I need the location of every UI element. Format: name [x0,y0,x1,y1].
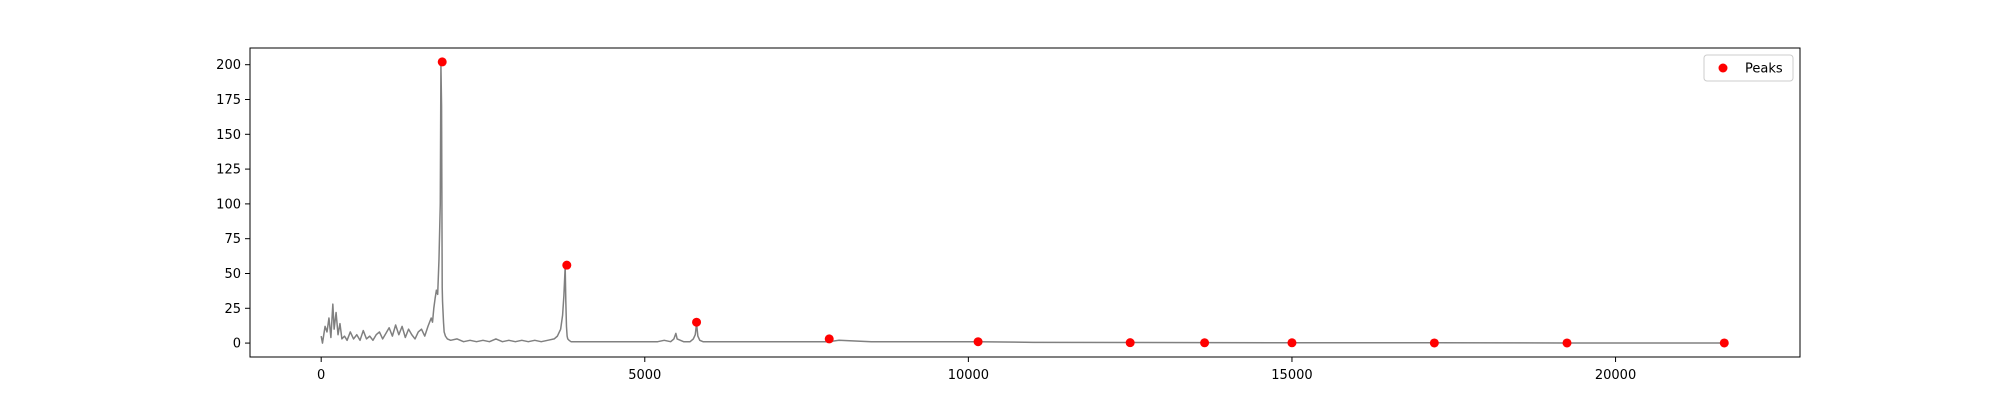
peak-marker [1719,338,1729,348]
x-tick-label: 0 [317,368,325,383]
y-tick-label: 200 [216,58,241,73]
y-axis-ticks: 0 25 50 75 100 125 150 175 200 [216,58,250,352]
y-tick-label: 175 [216,93,241,108]
peak-marker [437,57,447,67]
peak-marker [1125,338,1135,348]
y-tick-label: 0 [233,337,241,352]
legend: Peaks [1703,54,1794,82]
legend-box [1703,54,1794,82]
x-tick-label: 10000 [948,368,989,383]
y-tick-label: 100 [216,197,241,212]
y-tick-label: 25 [224,302,241,317]
x-axis-ticks: 0 5000 10000 15000 20000 [317,357,1636,383]
signal-line [320,63,1725,344]
peak-marker [824,334,834,344]
legend-label-peaks: Peaks [1745,62,1783,77]
plot-area [320,57,1729,348]
legend-marker-peaks [1718,63,1728,73]
x-tick-label: 20000 [1595,368,1636,383]
peak-marker [1200,338,1210,348]
peak-marker [692,317,702,327]
y-tick-label: 75 [224,232,241,247]
y-tick-label: 125 [216,163,241,178]
y-tick-label: 50 [224,267,241,282]
x-tick-label: 15000 [1271,368,1312,383]
y-tick-label: 150 [216,128,241,143]
peak-marker [1287,338,1297,348]
peak-marker [973,337,983,347]
peak-marker [1562,338,1572,348]
peak-markers [437,57,1729,348]
x-tick-label: 5000 [628,368,661,383]
peak-marker [1429,338,1439,348]
axes-frame [249,47,1801,358]
peak-marker [562,260,572,270]
